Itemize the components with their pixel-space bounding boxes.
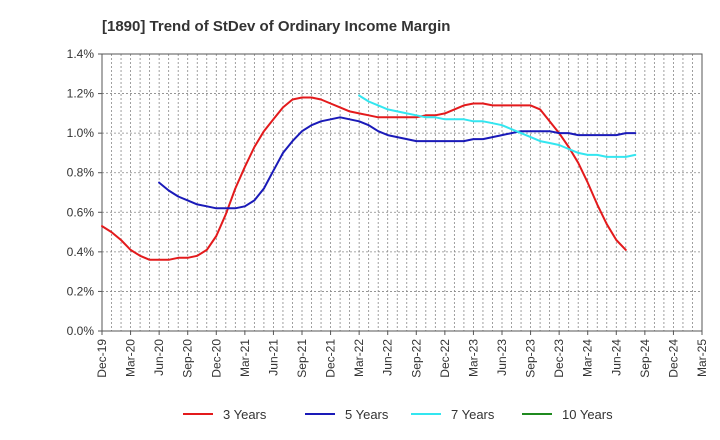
series-lines bbox=[101, 94, 637, 261]
x-tick-label: Dec-24 bbox=[666, 339, 680, 378]
legend-label: 10 Years bbox=[562, 407, 613, 422]
y-tick-label: 0.6% bbox=[67, 205, 95, 219]
y-tick-label: 0.2% bbox=[67, 284, 95, 298]
x-tick-label: Mar-22 bbox=[352, 339, 366, 377]
y-axis-ticks: 0.0% 0.2% 0.4% 0.6% 0.8% 1.0% 1.2% 1.4% bbox=[67, 47, 102, 338]
x-tick-label: Dec-22 bbox=[438, 339, 452, 378]
chart-title: [1890] Trend of StDev of Ordinary Income… bbox=[102, 18, 450, 35]
x-tick-label: Mar-20 bbox=[124, 339, 138, 377]
y-tick-label: 1.0% bbox=[67, 126, 95, 140]
x-tick-label: Jun-20 bbox=[152, 339, 166, 376]
x-tick-label: Mar-25 bbox=[695, 339, 709, 377]
legend: 3 Years 5 Years 7 Years 10 Years bbox=[183, 407, 613, 422]
series-line-3-years bbox=[101, 96, 627, 261]
series-line-5-years bbox=[158, 116, 637, 210]
x-tick-label: Sep-20 bbox=[181, 339, 195, 378]
legend-label: 7 Years bbox=[451, 407, 495, 422]
x-tick-label: Dec-19 bbox=[95, 339, 109, 378]
y-tick-label: 1.4% bbox=[67, 47, 95, 61]
x-axis-ticks: Dec-19 Mar-20 Jun-20 Sep-20 Dec-20 Mar-21 Jun-… bbox=[95, 331, 709, 378]
y-tick-label: 0.0% bbox=[67, 324, 95, 338]
x-tick-label: Sep-24 bbox=[638, 339, 652, 378]
x-tick-label: Jun-22 bbox=[381, 339, 395, 376]
x-tick-label: Mar-23 bbox=[466, 339, 480, 377]
x-tick-label: Mar-21 bbox=[238, 339, 252, 377]
y-tick-label: 1.2% bbox=[67, 87, 95, 101]
y-tick-label: 0.8% bbox=[67, 166, 95, 180]
x-tick-label: Dec-21 bbox=[324, 339, 338, 378]
series-line-7-years bbox=[358, 94, 637, 158]
y-tick-label: 0.4% bbox=[67, 245, 95, 259]
legend-label: 3 Years bbox=[223, 407, 267, 422]
x-tick-label: Jun-23 bbox=[495, 339, 509, 376]
plot-frame bbox=[101, 53, 703, 332]
x-tick-label: Sep-23 bbox=[524, 339, 538, 378]
x-tick-label: Jun-24 bbox=[609, 339, 623, 376]
x-tick-label: Sep-22 bbox=[409, 339, 423, 378]
x-tick-label: Mar-24 bbox=[581, 339, 595, 377]
legend-label: 5 Years bbox=[345, 407, 389, 422]
grid-lines bbox=[102, 53, 702, 331]
x-tick-label: Sep-21 bbox=[295, 339, 309, 378]
x-tick-label: Jun-21 bbox=[266, 339, 280, 376]
x-tick-label: Dec-23 bbox=[552, 339, 566, 378]
x-tick-label: Dec-20 bbox=[209, 339, 223, 378]
